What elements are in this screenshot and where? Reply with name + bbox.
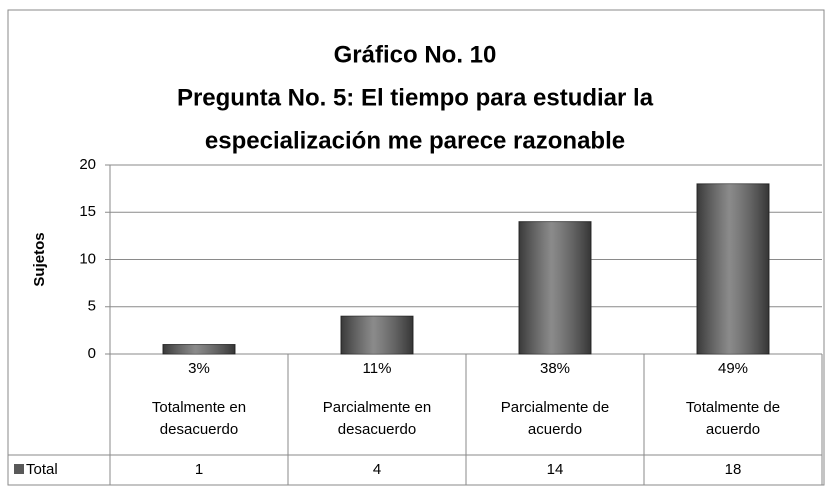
table-value: 14 — [546, 461, 564, 478]
y-tick-label: 20 — [79, 156, 96, 173]
legend-key — [14, 464, 24, 474]
x-tick-label: Totalmente de acuerdo — [685, 399, 781, 438]
y-tick-label: 5 — [88, 298, 96, 315]
table-value: 4 — [372, 461, 382, 478]
bar-shading — [341, 316, 413, 354]
y-tick-label: 0 — [88, 345, 96, 362]
x-tick-label: Parcialmente de acuerdo — [500, 399, 610, 438]
percentage-label: 11% — [362, 360, 392, 377]
bar-shading — [163, 344, 235, 354]
y-axis-label: Sujetos — [31, 232, 48, 286]
bar-shading — [697, 183, 769, 354]
bar-shading — [519, 221, 591, 354]
legend-label: Total — [26, 461, 58, 478]
y-tick-label: 10 — [79, 250, 96, 267]
outer-border — [7, 9, 825, 486]
percentage-label: 38% — [539, 360, 571, 377]
x-tick-label: Totalmente en desacuerdo — [151, 399, 247, 438]
chart-title: especialización me parece razonable — [205, 127, 625, 154]
chart-title: Pregunta No. 5: El tiempo para estudiar … — [177, 84, 654, 111]
percentage-label: 49% — [717, 360, 749, 377]
table-value: 1 — [194, 461, 204, 478]
percentage-label: 3% — [188, 360, 210, 377]
y-tick-label: 15 — [79, 203, 96, 220]
x-tick-label: Parcialmente en desacuerdo — [322, 399, 432, 438]
chart-title: Gráfico No. 10 — [334, 41, 497, 68]
table-value: 18 — [724, 461, 742, 478]
